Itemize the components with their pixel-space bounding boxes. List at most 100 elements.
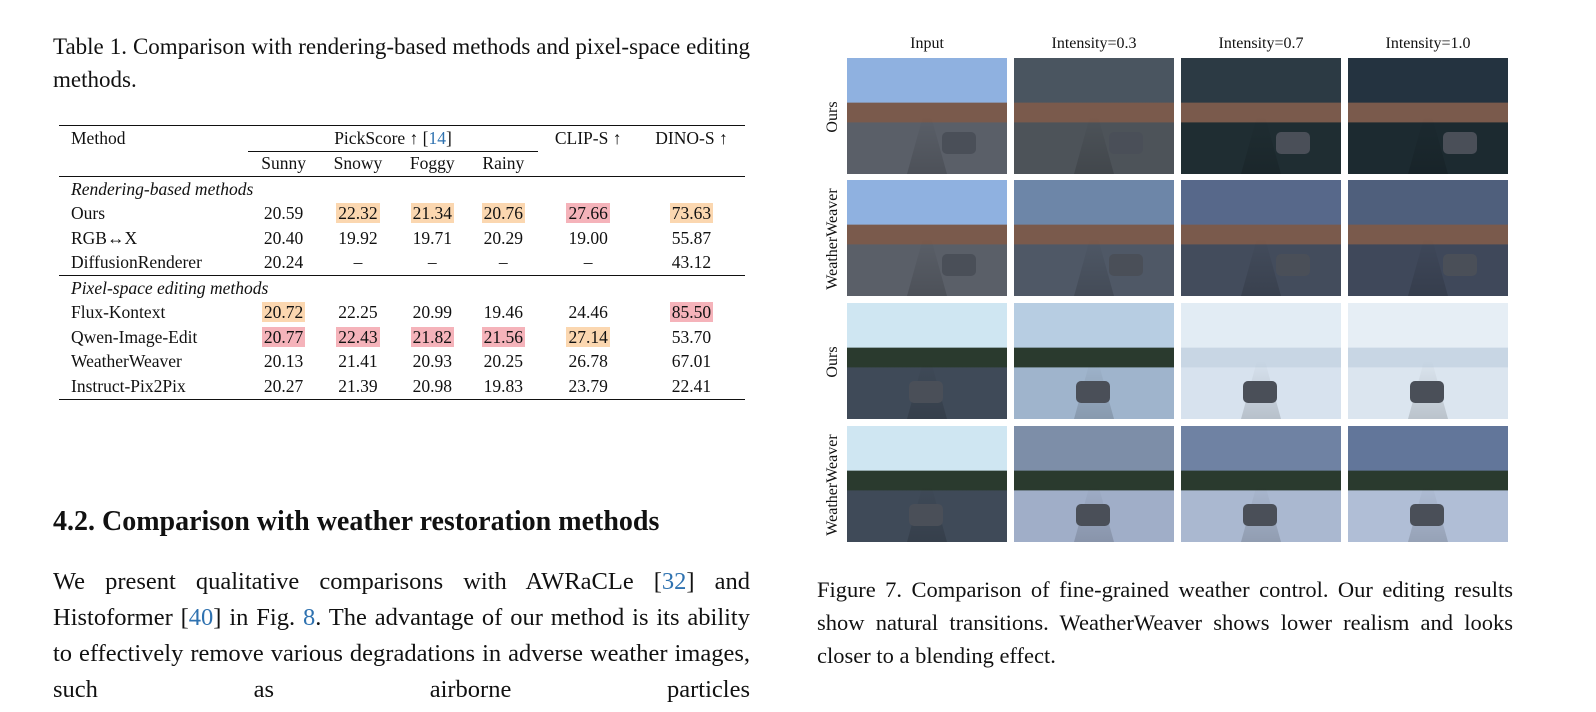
table-row: Ours 20.59 22.32 21.34 20.76 27.66 73.63 (59, 202, 745, 227)
car (1276, 132, 1310, 154)
table-row: Flux-Kontext 20.72 22.25 20.99 19.46 24.46 85.… (59, 301, 745, 326)
group-title: Pixel-space editing methods (71, 277, 269, 298)
value-cell: 20.77 (261, 326, 306, 347)
car (1443, 132, 1477, 154)
column-label: Intensity=0.7 (1218, 35, 1304, 52)
table-row: Qwen-Image-Edit 20.77 22.43 21.82 21.56 27.14… (59, 325, 745, 350)
road (1241, 116, 1281, 174)
subheader: Snowy (333, 153, 383, 174)
value-cell: 20.24 (263, 252, 304, 273)
road (907, 116, 947, 174)
value-cell: 21.82 (410, 326, 454, 347)
row-label: WeatherWeaver (824, 434, 841, 536)
column-label: Input (910, 35, 944, 52)
header-pickscore: PickScore ↑ [14] (247, 125, 539, 152)
value-cell: 67.01 (671, 351, 712, 372)
figure-image (847, 303, 1007, 419)
value-cell: 27.14 (566, 326, 610, 347)
figure-image (847, 426, 1007, 542)
figure-image (847, 58, 1007, 174)
group-heading: Pixel-space editing methods (59, 275, 745, 301)
group-heading: Rendering-based methods (59, 177, 745, 202)
value-cell: 19.83 (483, 375, 523, 396)
citation-link[interactable]: 40 (188, 604, 214, 631)
subheader: Foggy (409, 153, 455, 174)
row-label: WeatherWeaver (824, 188, 841, 290)
citation-link[interactable]: 14 (428, 127, 447, 148)
figure-image (1348, 303, 1508, 419)
figure-image (1181, 303, 1341, 419)
figure-image (1014, 180, 1174, 296)
body-paragraph: We present qualitative comparisons with … (53, 568, 750, 703)
value-cell: 20.98 (412, 375, 452, 396)
value-cell: 20.72 (261, 302, 306, 323)
method-cell: Ours (71, 203, 106, 224)
value-cell: 20.29 (483, 227, 523, 248)
value-cell: 19.92 (338, 227, 378, 248)
value-cell: 19.71 (412, 227, 452, 248)
road (1408, 238, 1448, 296)
value-cell: 21.41 (338, 351, 378, 372)
table-row: Instruct-Pix2Pix 20.27 21.39 20.98 19.83 23.7… (59, 374, 745, 399)
road (907, 238, 947, 296)
value-cell: 23.79 (568, 375, 608, 396)
car (1410, 504, 1444, 526)
car (1276, 254, 1310, 276)
value-cell: 22.41 (671, 375, 712, 396)
value-cell: 85.50 (669, 302, 714, 323)
table-row: WeatherWeaver 20.13 21.41 20.93 20.25 26.78 67… (59, 350, 745, 375)
row-label: Ours (824, 346, 841, 378)
value-cell: – (427, 252, 437, 273)
table-row: RGB↔X 20.40 19.92 19.71 20.29 19.00 55.87 (59, 226, 745, 251)
citation-link[interactable]: 32 (661, 568, 687, 595)
header-dino: DINO-S ↑ (655, 128, 728, 148)
figure-image (847, 180, 1007, 296)
table-row: DiffusionRenderer 20.24 – – – – 43.12 (59, 251, 745, 276)
car (1076, 504, 1110, 526)
method-cell: Instruct-Pix2Pix (71, 375, 186, 396)
car (1410, 381, 1444, 403)
header-clip: CLIP-S ↑ (554, 128, 622, 148)
value-cell: 73.63 (669, 203, 714, 224)
value-cell: 24.46 (568, 302, 608, 323)
car (1109, 254, 1143, 276)
table-caption: Table 1. Comparison with rendering-based… (53, 34, 750, 92)
car (1076, 381, 1110, 403)
car (1243, 504, 1277, 526)
road (1408, 116, 1448, 174)
value-cell: 19.46 (483, 302, 523, 323)
value-cell: 20.99 (412, 302, 452, 323)
figure-link[interactable]: 8 (302, 604, 316, 631)
value-cell: 43.12 (671, 252, 712, 273)
car (1109, 132, 1143, 154)
value-cell: 21.39 (338, 375, 378, 396)
section-heading: 4.2. Comparison with weather restoration… (53, 506, 660, 537)
value-cell: 20.40 (263, 227, 304, 248)
car (942, 254, 976, 276)
value-cell: 20.93 (412, 351, 452, 372)
value-cell: 21.56 (481, 326, 525, 347)
value-cell: 22.43 (336, 326, 380, 347)
value-cell: 26.78 (568, 351, 608, 372)
value-cell: 20.13 (263, 351, 304, 372)
figure-image (1181, 426, 1341, 542)
value-cell: 53.70 (671, 326, 712, 347)
value-cell: – (583, 252, 593, 273)
method-cell: Flux-Kontext (71, 302, 166, 323)
road (1074, 116, 1114, 174)
figure-image (1014, 426, 1174, 542)
comparison-table: Method PickScore ↑ [14] CLIP-S ↑ DINO-S … (59, 125, 745, 400)
value-cell: 20.27 (263, 375, 304, 396)
car (909, 381, 943, 403)
figure-image (1181, 58, 1341, 174)
method-cell: DiffusionRenderer (71, 252, 202, 273)
row-label: Ours (824, 101, 841, 133)
figure-image (1348, 58, 1508, 174)
header-method: Method (71, 128, 126, 148)
method-cell: Qwen-Image-Edit (71, 326, 198, 347)
figure-image (1014, 58, 1174, 174)
value-cell: 22.32 (336, 203, 380, 224)
value-cell: 22.25 (338, 302, 378, 323)
value-cell: – (498, 252, 508, 273)
figure-image (1181, 180, 1341, 296)
